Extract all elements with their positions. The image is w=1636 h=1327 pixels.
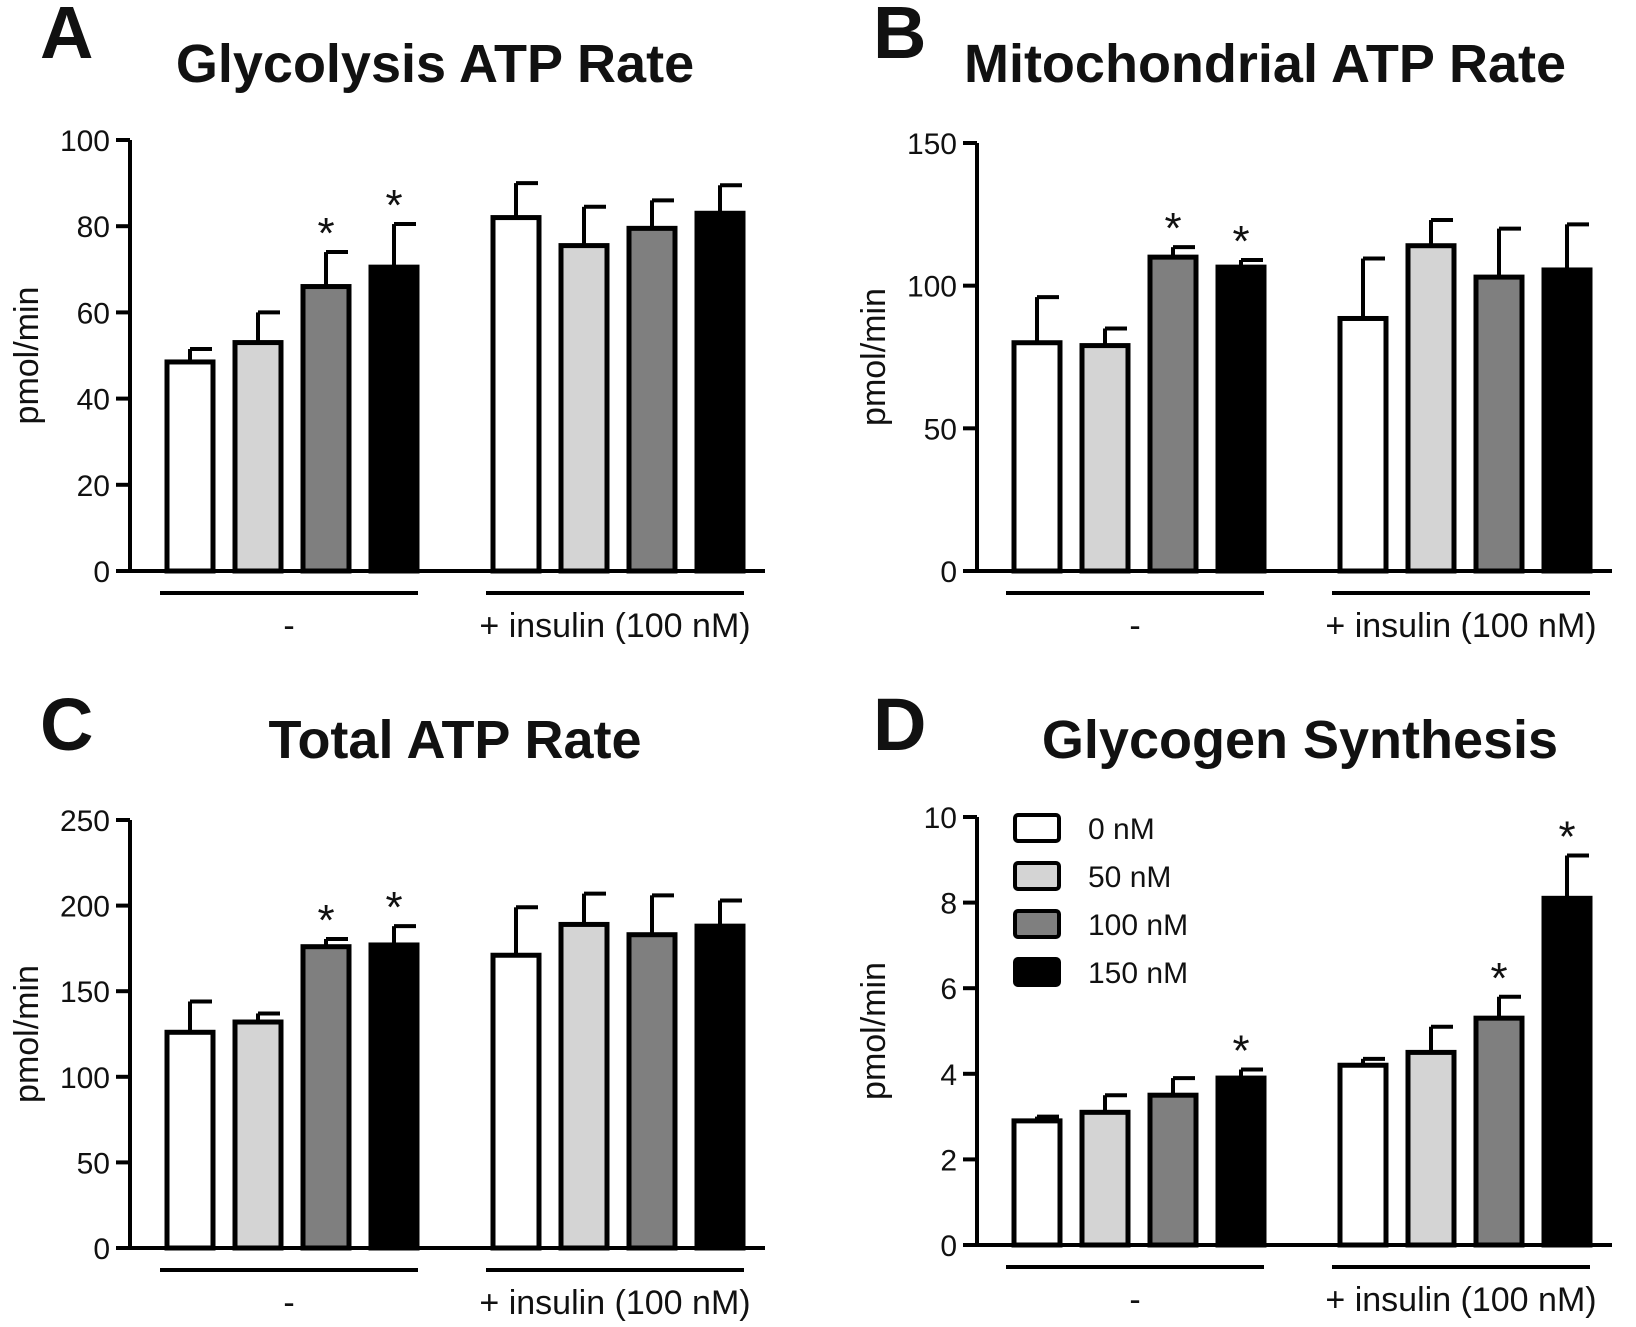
y-tick-label: 250 <box>60 805 110 838</box>
bar <box>490 952 542 1251</box>
legend-swatch <box>1013 813 1061 843</box>
y-tick-label: 50 <box>77 1147 110 1180</box>
legend-swatch <box>1013 861 1061 891</box>
y-tick-label: 100 <box>60 125 110 158</box>
bar <box>1079 1109 1131 1248</box>
y-axis-label: pmol/min <box>855 288 893 426</box>
y-axis-label: pmol/min <box>8 965 46 1103</box>
group-label: + insulin (100 nM) <box>479 1284 750 1322</box>
panel-d: D Glycogen Synthesis 0 2 4 6 8 10 pmol/min * * * - + … <box>855 683 1612 1319</box>
y-tick-label: 60 <box>77 297 110 330</box>
significance-marker: * <box>1490 954 1507 1003</box>
y-axis-label: pmol/min <box>855 962 893 1100</box>
significance-marker: * <box>385 181 402 230</box>
bar <box>1147 254 1199 574</box>
y-tick-label: 40 <box>77 384 110 417</box>
y-tick-label: 0 <box>940 556 957 589</box>
chart-title: Glycogen Synthesis <box>1042 710 1558 770</box>
significance-marker: * <box>317 209 334 258</box>
y-tick-label: 100 <box>60 1062 110 1095</box>
bar <box>1405 243 1457 574</box>
chart-title: Mitochondrial ATP Rate <box>964 34 1566 94</box>
bar <box>1473 274 1525 574</box>
legend-label: 150 nM <box>1088 957 1188 990</box>
bar <box>1473 1015 1525 1248</box>
y-tick-label: 6 <box>940 973 957 1006</box>
bar <box>694 923 746 1251</box>
y-tick-label: 10 <box>924 802 957 835</box>
bar <box>1405 1049 1457 1248</box>
bar <box>558 243 610 574</box>
y-tick-label: 0 <box>93 1233 110 1266</box>
group-label: + insulin (100 nM) <box>1325 607 1596 645</box>
group-label: - <box>1129 607 1140 645</box>
y-tick-label: 80 <box>77 211 110 244</box>
y-tick-label: 0 <box>940 1230 957 1263</box>
bar <box>1337 1062 1389 1248</box>
legend-swatch <box>1013 957 1061 987</box>
group-label: - <box>283 1284 294 1322</box>
y-tick-label: 50 <box>924 413 957 446</box>
bar <box>300 284 352 574</box>
bar <box>1011 1118 1063 1248</box>
significance-marker: * <box>1232 1027 1249 1076</box>
bar <box>232 1019 284 1251</box>
chart-title: Glycolysis ATP Rate <box>176 34 694 94</box>
significance-marker: * <box>317 896 334 945</box>
significance-marker: * <box>1232 217 1249 266</box>
bar <box>1215 264 1267 574</box>
y-tick-label: 150 <box>60 976 110 1009</box>
bar <box>490 215 542 574</box>
bar <box>694 210 746 574</box>
y-tick-label: 150 <box>907 128 957 161</box>
panel-letter: D <box>873 683 926 766</box>
significance-marker: * <box>1164 204 1181 253</box>
y-tick-label: 0 <box>93 556 110 589</box>
panel-c: C Total ATP Rate 0 50 100 150 200 250 pmol/min * *… <box>8 683 765 1322</box>
significance-marker: * <box>1558 813 1575 862</box>
y-tick-label: 200 <box>60 891 110 924</box>
y-axis-label: pmol/min <box>8 287 46 425</box>
bar <box>558 921 610 1251</box>
bar <box>626 932 678 1251</box>
bar <box>164 359 216 574</box>
legend-label: 0 nM <box>1088 813 1155 846</box>
chart-title: Total ATP Rate <box>268 710 641 770</box>
y-tick-label: 2 <box>940 1144 957 1177</box>
bar <box>164 1029 216 1251</box>
bar <box>1337 315 1389 574</box>
bar <box>232 340 284 574</box>
panel-letter: B <box>873 0 926 74</box>
group-label: + insulin (100 nM) <box>479 607 750 645</box>
legend-swatch <box>1013 909 1061 939</box>
group-label: - <box>1129 1281 1140 1319</box>
y-tick-label: 4 <box>940 1059 957 1092</box>
panel-letter: A <box>40 0 93 74</box>
bar <box>368 264 420 574</box>
legend: 0 nM 50 nM 100 nM 150 nM <box>1013 813 1188 990</box>
legend-label: 50 nM <box>1088 861 1171 894</box>
panel-a: A Glycolysis ATP Rate 0 20 40 60 80 100 pmol/min… <box>8 0 765 645</box>
group-label: + insulin (100 nM) <box>1325 1281 1596 1319</box>
bar <box>1215 1075 1267 1248</box>
y-tick-label: 8 <box>940 888 957 921</box>
bar <box>1541 895 1593 1248</box>
panel-b: B Mitochondrial ATP Rate 0 50 100 150 pmol/min… <box>855 0 1612 645</box>
bar <box>1147 1092 1199 1248</box>
significance-marker: * <box>385 883 402 932</box>
bar <box>1541 267 1593 574</box>
bar <box>1079 343 1131 574</box>
legend-label: 100 nM <box>1088 909 1188 942</box>
bar <box>626 225 678 574</box>
panel-letter: C <box>40 683 93 766</box>
group-label: - <box>283 607 294 645</box>
y-tick-label: 100 <box>907 271 957 304</box>
bar <box>1011 340 1063 574</box>
bar <box>300 944 352 1251</box>
bar <box>368 942 420 1251</box>
y-tick-label: 20 <box>77 470 110 503</box>
